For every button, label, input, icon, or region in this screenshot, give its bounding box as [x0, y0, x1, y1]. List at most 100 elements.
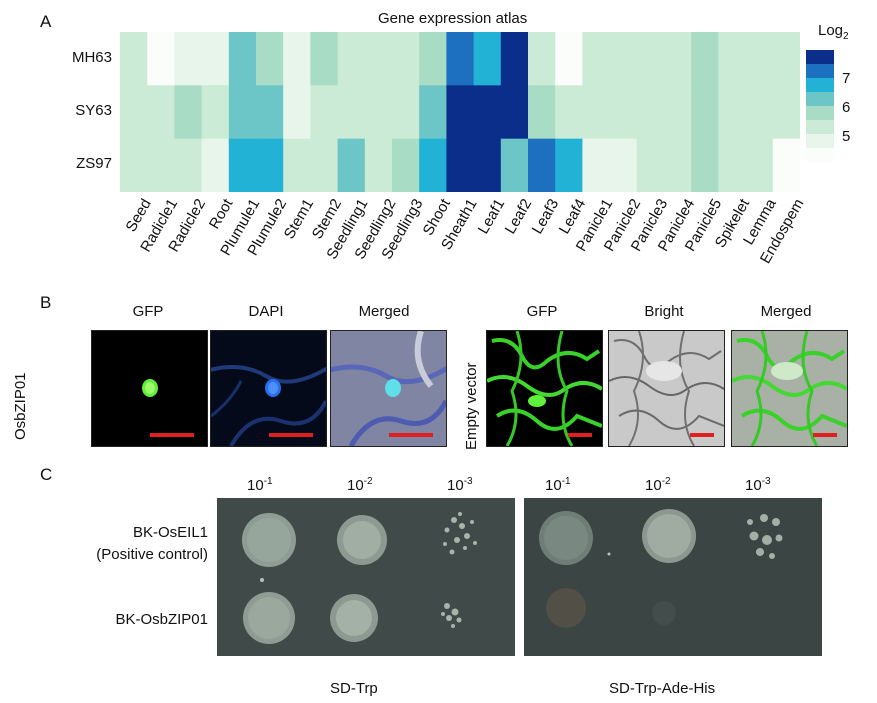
heatmap-cell-mh63-panicle2	[609, 32, 638, 86]
heatmap-cell-mh63-leaf2	[500, 32, 529, 86]
heatmap-cell-zs97-seedling2	[364, 138, 393, 192]
heatmap-cell-mh63-sheath1	[446, 32, 475, 86]
heatmap-cell-zs97-spikelet	[718, 138, 747, 192]
channel-label-merged: Merged	[358, 303, 410, 320]
micrograph-merged-empty-vector	[731, 330, 848, 447]
strain-label-osbzip01: BK-OsbZIP01	[115, 611, 208, 628]
legend-swatch	[806, 120, 834, 135]
micrograph-gfp-osbzip01	[91, 330, 208, 447]
heatmap-cell-zs97-shoot	[419, 138, 447, 192]
heatmap-cell-mh63-panicle1	[582, 32, 611, 86]
heatmap	[120, 32, 800, 192]
scale-bar	[568, 433, 592, 437]
colony-spot	[546, 588, 586, 628]
heatmap-cell-mh63-leaf1	[473, 32, 502, 86]
heatmap-cell-zs97-panicle4	[664, 138, 692, 192]
heatmap-cell-zs97-stem1	[283, 138, 311, 192]
scale-bar	[389, 433, 433, 437]
channel-label-gfp: GFP	[132, 303, 164, 320]
heatmap-cell-sy63-panicle3	[636, 85, 665, 140]
heatmap-cell-sy63-seedling3	[392, 85, 420, 140]
heatmap-cell-sy63-spikelet	[718, 85, 747, 140]
panel-c-letter: C	[40, 465, 53, 484]
legend-swatch	[806, 64, 834, 79]
dilution-label: 10-1	[247, 476, 273, 494]
dilution-label: 10-3	[447, 476, 473, 494]
heatmap-cell-zs97-panicle2	[609, 138, 638, 192]
heatmap-cell-mh63-radicle1	[147, 32, 175, 86]
heatmap-cell-sy63-shoot	[419, 85, 447, 140]
legend-swatch	[806, 148, 834, 162]
heatmap-cell-mh63-spikelet	[718, 32, 747, 86]
heatmap-title: Gene expression atlas	[378, 10, 528, 27]
micrograph-bright-empty-vector	[608, 330, 725, 447]
heatmap-cell-mh63-radicle2	[174, 32, 203, 86]
micrograph-dapi-osbzip01	[210, 330, 327, 447]
scale-bar	[150, 433, 194, 437]
heatmap-cell-zs97-leaf4	[555, 138, 583, 192]
dilution-label: 10-2	[347, 476, 373, 494]
heatmap-cell-sy63-panicle1	[582, 85, 611, 140]
heatmap-cell-zs97-panicle3	[636, 138, 665, 192]
heatmap-cell-mh63-seedling2	[364, 32, 393, 86]
heatmap-cell-mh63-panicle4	[664, 32, 692, 86]
heatmap-cell-zs97-panicle1	[582, 138, 611, 192]
heatmap-cell-sy63-panicle2	[609, 85, 638, 140]
heatmap-cell-sy63-root	[201, 85, 230, 140]
scale-bar	[813, 433, 837, 437]
heatmap-cell-sy63-leaf1	[473, 85, 502, 140]
colony-spot	[443, 512, 477, 555]
panel-b-letter: B	[40, 293, 52, 312]
heatmap-cell-sy63-panicle4	[664, 85, 692, 140]
heatmap-cell-zs97-panicle5	[691, 138, 719, 192]
dilution-label: 10-1	[545, 476, 571, 494]
micrograph-gfp-empty-vector	[486, 330, 603, 447]
scale-bar	[269, 433, 313, 437]
plate-sd-trp	[217, 498, 515, 656]
heatmap-cell-mh63-plumule1	[228, 32, 257, 86]
heatmap-cell-zs97-seedling1	[337, 138, 366, 192]
heatmap-cell-sy63-seedling1	[337, 85, 366, 140]
strain-label-oseil1: BK-OsEIL1 (Positive control)	[96, 524, 208, 563]
heatmap-cell-zs97-leaf1	[473, 138, 502, 192]
heatmap-cell-mh63-stem1	[283, 32, 311, 86]
legend-title: Log2	[818, 22, 849, 42]
heatmap-cell-zs97-lemma	[745, 138, 774, 192]
heatmap-cell-zs97-stem2	[310, 138, 339, 192]
heatmap-cell-sy63-leaf2	[500, 85, 529, 140]
heatmap-cell-zs97-leaf2	[500, 138, 529, 192]
heatmap-cell-sy63-plumule2	[256, 85, 284, 140]
channel-label-dapi: DAPI	[248, 303, 284, 320]
heatmap-row-label: MH63	[71, 48, 112, 66]
heatmap-cell-mh63-seedling3	[392, 32, 420, 86]
dilution-label: 10-2	[645, 476, 671, 494]
heatmap-column-label: Leaf2	[501, 196, 536, 238]
heatmap-cell-zs97-root	[201, 138, 230, 192]
legend-swatch	[806, 106, 834, 121]
micrograph-merged-osbzip01	[330, 330, 447, 447]
legend-tick-7: 7	[842, 70, 851, 87]
channel-label-gfp-empty: GFP	[526, 303, 558, 320]
heatmap-cell-zs97-radicle2	[174, 138, 203, 192]
heatmap-cell-sy63-radicle2	[174, 85, 203, 140]
heatmap-cell-sy63-lemma	[745, 85, 774, 140]
heatmap-cell-sy63-leaf4	[555, 85, 583, 140]
heatmap-cell-sy63-sheath1	[446, 85, 475, 140]
medium-label-sd-trp: SD-Trp	[330, 680, 378, 697]
heatmap-row-label: SY63	[75, 102, 112, 119]
heatmap-cell-zs97-seedling3	[392, 138, 420, 192]
heatmap-cell-mh63-panicle5	[691, 32, 719, 86]
heatmap-cell-zs97-sheath1	[446, 138, 475, 192]
colony-spot	[747, 514, 783, 559]
legend-tick-5: 5	[842, 128, 851, 145]
heatmap-cell-mh63-leaf4	[555, 32, 583, 86]
heatmap-row-label: ZS97	[76, 155, 112, 173]
heatmap-cell-sy63-stem1	[283, 85, 311, 140]
heatmap-cell-mh63-root	[201, 32, 230, 86]
scale-bar	[690, 433, 714, 437]
heatmap-column-label: Leaf3	[528, 196, 563, 238]
heatmap-cell-zs97-seed	[120, 138, 148, 192]
heatmap-cell-mh63-plumule2	[256, 32, 284, 86]
heatmap-cell-mh63-seedling1	[337, 32, 366, 86]
heatmap-cell-sy63-plumule1	[228, 85, 257, 140]
